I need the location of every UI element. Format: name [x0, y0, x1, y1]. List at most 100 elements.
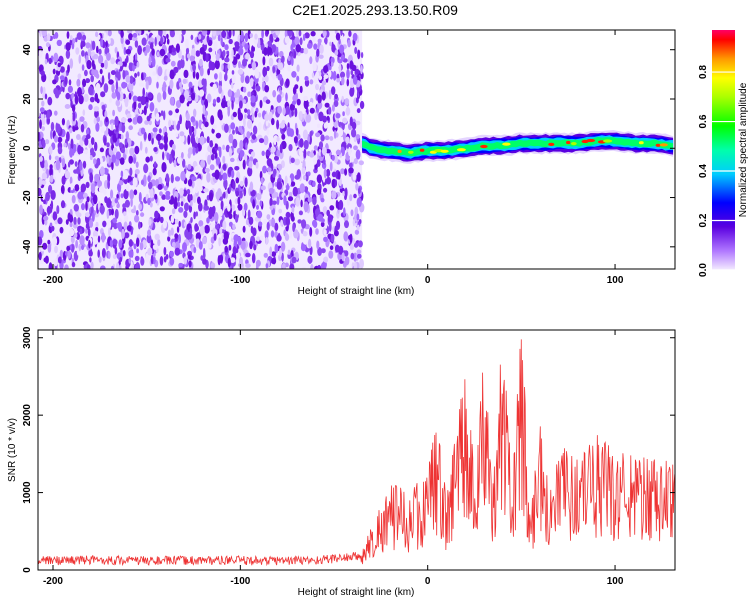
noise-speckle — [248, 160, 253, 169]
noise-speckle — [222, 164, 227, 170]
noise-speckle — [352, 32, 358, 42]
noise-speckle — [123, 46, 127, 55]
noise-speckle — [49, 174, 54, 183]
noise-speckle — [173, 159, 177, 168]
noise-speckle — [249, 50, 255, 59]
noise-speckle — [350, 209, 354, 217]
noise-speckle — [240, 74, 245, 84]
noise-speckle — [344, 168, 348, 176]
noise-speckle — [244, 154, 248, 162]
noise-speckle — [49, 164, 53, 170]
noise-speckle — [267, 167, 272, 172]
noise-speckle — [48, 262, 53, 269]
noise-speckle — [137, 71, 140, 77]
noise-speckle — [282, 107, 286, 116]
noise-speckle — [156, 81, 159, 89]
noise-speckle — [285, 105, 291, 115]
noise-speckle — [329, 136, 334, 141]
noise-speckle — [285, 216, 290, 227]
noise-speckle — [166, 152, 170, 161]
noise-speckle — [290, 56, 294, 67]
noise-speckle — [316, 188, 322, 196]
noise-speckle — [265, 99, 271, 104]
noise-speckle — [127, 206, 132, 213]
noise-speckle — [355, 183, 359, 191]
noise-speckle — [271, 217, 276, 228]
noise-speckle — [334, 30, 338, 34]
noise-speckle — [281, 133, 286, 140]
noise-speckle — [120, 30, 124, 38]
noise-speckle — [293, 229, 299, 239]
noise-speckle — [224, 44, 229, 51]
noise-speckle — [40, 70, 45, 76]
noise-speckle — [54, 258, 58, 267]
noise-speckle — [84, 212, 90, 218]
noise-speckle — [303, 139, 309, 150]
noise-speckle — [69, 58, 74, 69]
noise-speckle — [122, 82, 128, 88]
noise-speckle — [91, 40, 96, 51]
noise-speckle — [89, 172, 94, 183]
noise-speckle — [353, 145, 358, 151]
noise-speckle — [235, 53, 241, 60]
noise-speckle — [146, 233, 152, 244]
noise-speckle — [222, 144, 226, 150]
noise-speckle — [57, 256, 62, 264]
noise-speckle — [144, 146, 148, 154]
noise-speckle — [197, 213, 202, 220]
noise-speckle — [329, 161, 333, 172]
noise-speckle — [251, 112, 255, 121]
snr-data-point — [359, 555, 361, 557]
noise-speckle — [128, 155, 133, 164]
noise-speckle — [292, 223, 295, 233]
noise-speckle — [54, 219, 59, 225]
noise-speckle — [344, 98, 350, 106]
noise-speckle — [41, 117, 46, 126]
noise-speckle — [338, 199, 344, 211]
noise-speckle — [216, 30, 219, 37]
noise-speckle — [287, 196, 294, 202]
noise-speckle — [171, 208, 176, 215]
colorbar-tick-label: 0.2 — [698, 213, 709, 227]
noise-speckle — [336, 78, 341, 83]
noise-speckle — [163, 246, 167, 256]
noise-speckle — [332, 70, 337, 81]
noise-speckle — [66, 131, 70, 142]
snr-y-label: SNR (10 * v/v) — [7, 418, 18, 482]
noise-speckle — [197, 196, 201, 205]
noise-speckle — [341, 76, 345, 86]
noise-speckle — [228, 30, 232, 38]
noise-speckle — [90, 147, 95, 156]
noise-speckle — [211, 30, 217, 37]
noise-speckle — [318, 141, 324, 149]
noise-speckle — [204, 224, 210, 234]
noise-speckle — [190, 87, 194, 94]
noise-speckle — [108, 227, 111, 237]
noise-speckle — [116, 203, 120, 209]
noise-speckle — [342, 191, 345, 196]
noise-speckle — [108, 37, 111, 45]
noise-speckle — [106, 209, 110, 219]
noise-speckle — [270, 230, 275, 238]
noise-speckle — [73, 169, 79, 174]
noise-speckle — [174, 176, 181, 182]
noise-speckle — [116, 262, 120, 269]
noise-speckle — [148, 181, 153, 190]
noise-speckle — [163, 110, 166, 121]
noise-speckle — [343, 207, 346, 217]
noise-speckle — [163, 185, 168, 191]
noise-speckle — [206, 93, 212, 103]
noise-speckle — [220, 37, 223, 46]
noise-speckle — [315, 132, 321, 138]
noise-speckle — [193, 211, 196, 220]
noise-speckle — [303, 98, 309, 110]
noise-speckle — [99, 68, 103, 75]
noise-speckle — [109, 239, 114, 248]
noise-speckle — [79, 116, 85, 122]
noise-speckle — [100, 126, 105, 134]
noise-speckle — [165, 190, 171, 196]
noise-speckle — [247, 166, 253, 177]
noise-speckle — [215, 132, 222, 139]
noise-speckle — [266, 65, 270, 72]
